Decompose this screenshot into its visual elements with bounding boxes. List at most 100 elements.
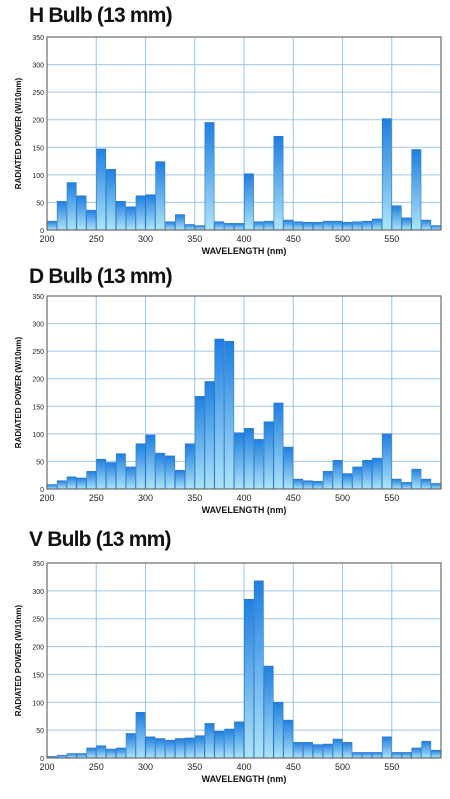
bar (312, 221, 323, 231)
bar (46, 220, 57, 231)
bar (391, 478, 402, 490)
bar (135, 712, 146, 759)
bar (421, 219, 432, 231)
bar (244, 428, 254, 490)
bar (372, 752, 382, 759)
bar (293, 221, 304, 231)
y-tick-label: 0 (40, 756, 44, 763)
x-tick-label: 200 (39, 762, 54, 772)
x-tick-label: 550 (384, 762, 399, 772)
chart-title: H Bulb (13 mm) (29, 4, 173, 27)
bar (106, 748, 116, 759)
bar (401, 752, 412, 759)
chart-panel-h-bulb: H Bulb (13 mm) 0 50 100 150 200 250 300 350 200 2… (0, 0, 450, 262)
bar (106, 169, 116, 231)
bar (184, 443, 195, 490)
bar-chart-d-bulb: 0 50 100 150 200 250 300 350 200 250 300 350 400 450 5… (14, 294, 442, 515)
bar (322, 471, 333, 490)
chart-panel-d-bulb: D Bulb (13 mm) 0 50 100 150 200 250 300 350 200 2… (0, 262, 450, 525)
bar (175, 469, 185, 490)
bar (303, 480, 313, 490)
x-tick-label: 400 (236, 493, 251, 503)
x-tick-label: 450 (286, 234, 301, 244)
bar (106, 462, 116, 490)
bar (224, 728, 235, 759)
y-tick-label: 250 (32, 90, 44, 97)
bar (431, 749, 442, 759)
x-axis-label: WAVELENGTH (nm) (202, 774, 287, 784)
bar (234, 721, 244, 759)
bar (352, 221, 363, 231)
bar (214, 730, 225, 759)
bar (165, 455, 176, 490)
chart-title: V Bulb (13 mm) (29, 528, 171, 551)
plot-frame (46, 36, 442, 231)
bar (381, 433, 392, 490)
bar (204, 381, 215, 490)
bar (96, 458, 107, 490)
bar (125, 733, 136, 759)
bar (244, 598, 254, 759)
y-tick-label: 300 (32, 322, 44, 329)
bar (332, 738, 343, 759)
bar-chart-v-bulb: 0 50 100 150 200 250 300 350 200 250 300 350 400 450 5… (14, 561, 442, 784)
bar (372, 218, 382, 231)
x-tick-label: 200 (39, 234, 54, 244)
bar (135, 443, 146, 490)
bar (234, 432, 244, 490)
x-tick-label: 200 (39, 493, 54, 503)
bar (352, 466, 363, 490)
bar (96, 745, 107, 759)
bar (411, 747, 422, 759)
y-tick-label: 250 (32, 617, 44, 624)
y-axis-label: RADIATED POWER (W/10nm) (14, 604, 23, 716)
bar (312, 744, 323, 759)
bar (283, 219, 294, 231)
bar (175, 214, 185, 231)
bar (86, 471, 97, 490)
y-tick-label: 50 (36, 728, 44, 735)
bar (421, 740, 432, 759)
bar (322, 220, 333, 231)
bar (224, 340, 235, 490)
bar (401, 482, 412, 490)
chart-title: D Bulb (13 mm) (29, 265, 173, 288)
y-axis-label: RADIATED POWER (W/10nm) (14, 77, 23, 189)
x-tick-label: 300 (138, 762, 153, 772)
x-tick-label: 250 (89, 762, 104, 772)
bar (125, 206, 136, 231)
bar (145, 194, 156, 231)
plot-frame (46, 295, 442, 490)
bar (253, 580, 264, 759)
bar (184, 224, 195, 231)
bar (76, 753, 87, 759)
bar (283, 719, 294, 759)
bar (411, 468, 422, 490)
bar (421, 478, 432, 490)
bar (135, 195, 146, 231)
y-tick-label: 350 (32, 294, 44, 301)
bar (194, 396, 205, 490)
y-axis-label: RADIATED POWER (W/10nm) (14, 336, 23, 448)
bar (303, 742, 313, 759)
bar (204, 723, 215, 759)
x-tick-label: 450 (286, 493, 301, 503)
bar (115, 453, 126, 490)
bar (342, 742, 353, 759)
bar (391, 205, 402, 231)
bar (322, 743, 333, 759)
x-tick-label: 400 (236, 234, 251, 244)
bar (155, 738, 166, 759)
bar (194, 735, 205, 759)
bar (204, 122, 215, 231)
bar (244, 173, 254, 231)
bar (56, 201, 67, 231)
bar (66, 182, 77, 231)
bar (263, 220, 274, 231)
y-tick-label: 100 (32, 700, 44, 707)
bar (342, 473, 353, 490)
x-tick-label: 300 (138, 493, 153, 503)
bar (224, 223, 235, 231)
bar (155, 452, 166, 490)
bar (253, 221, 264, 231)
